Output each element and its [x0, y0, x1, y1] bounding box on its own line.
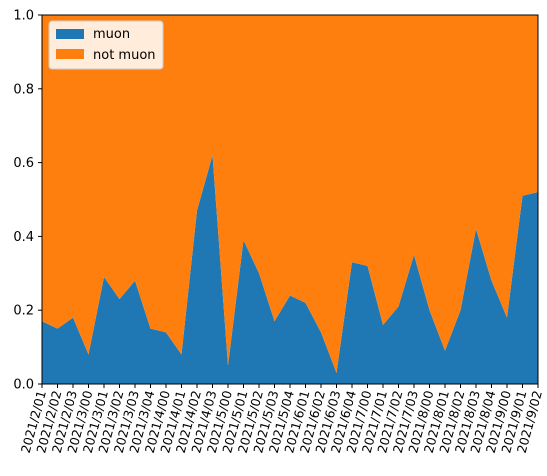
y-axis: 0.0 0.2 0.4 0.6 0.8 1.0	[13, 9, 42, 393]
y-tick-label: 0.6	[13, 156, 34, 171]
plot-area	[42, 15, 538, 384]
legend-label-muon: muon	[93, 27, 130, 42]
legend: muon not muon	[48, 20, 164, 70]
y-tick-label: 0.2	[13, 304, 34, 319]
y-tick-label: 0.8	[13, 82, 34, 97]
area-not-muon	[42, 15, 538, 373]
legend-swatch-not-muon	[56, 49, 84, 59]
y-tick-label: 0.0	[13, 378, 34, 393]
x-axis: 2021/2/012021/2/022021/2/032021/3/002021…	[18, 384, 545, 455]
legend-swatch-muon	[56, 29, 84, 39]
area-muon	[42, 155, 538, 384]
y-tick-label: 1.0	[13, 9, 34, 24]
legend-label-not-muon: not muon	[93, 48, 156, 63]
y-tick-label: 0.4	[13, 230, 34, 245]
